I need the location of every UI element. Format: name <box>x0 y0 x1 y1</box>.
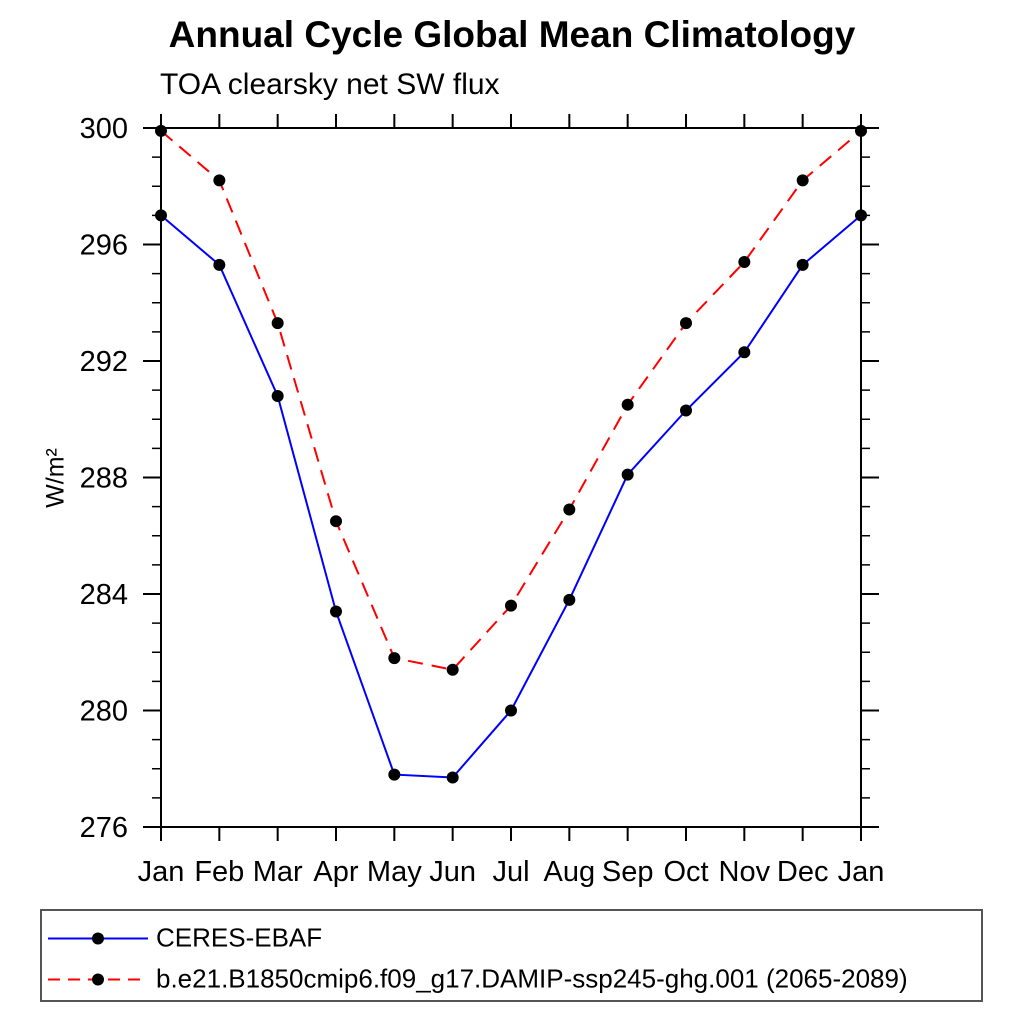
data-point <box>388 768 401 781</box>
x-tick-label: May <box>367 856 422 888</box>
data-point <box>446 663 459 676</box>
x-tick-label: Jan <box>138 856 185 888</box>
data-point <box>388 652 401 665</box>
legend-item-ceres-ebaf: CERES-EBAF <box>46 923 322 954</box>
data-point <box>271 317 284 330</box>
data-point <box>680 317 692 330</box>
data-point <box>505 599 517 612</box>
x-tick-label: Aug <box>544 856 596 888</box>
data-point <box>330 515 342 528</box>
series-markers-1 <box>155 124 867 676</box>
y-tick-label: 300 <box>80 113 128 145</box>
data-point <box>155 124 167 137</box>
data-point <box>271 389 284 402</box>
legend-swatch-dashed-line <box>48 973 148 985</box>
data-point <box>796 258 809 271</box>
x-tick-label: Mar <box>253 856 303 888</box>
y-tick-label: 292 <box>80 346 128 378</box>
x-tick-label: Sep <box>602 856 654 888</box>
x-tick-label: Dec <box>777 856 829 888</box>
series-markers-0 <box>155 209 867 784</box>
data-point <box>855 209 867 222</box>
plot-frame <box>160 127 862 828</box>
legend-label-ceres-ebaf: CERES-EBAF <box>156 922 323 953</box>
x-tick-label: Jul <box>492 856 529 888</box>
legend-item-model-run: b.e21.B1850cmip6.f09_g17.DAMIP-ssp245-gh… <box>46 964 908 995</box>
data-point <box>855 124 867 137</box>
legend-label-model-run: b.e21.B1850cmip6.f09_g17.DAMIP-ssp245-gh… <box>156 963 908 994</box>
data-point <box>213 174 226 187</box>
data-point <box>155 209 167 222</box>
legend-marker-dot <box>92 932 104 944</box>
data-point <box>621 468 634 481</box>
data-point <box>796 174 809 187</box>
axis-ticks <box>143 114 879 841</box>
data-point <box>563 503 576 516</box>
legend-marker-dot <box>92 973 104 985</box>
data-point <box>446 771 459 784</box>
data-point <box>738 255 751 268</box>
legend-swatch-solid-line <box>48 932 148 944</box>
series-line-1 <box>160 130 862 671</box>
data-point <box>738 346 751 359</box>
legend-box: CERES-EBAF b.e21.B1850cmip6.f09_g17.DAMI… <box>40 909 983 1002</box>
y-tick-label: 280 <box>80 696 128 728</box>
y-tick-label: 296 <box>80 230 128 262</box>
data-point <box>563 593 576 606</box>
x-tick-label: Feb <box>194 856 244 888</box>
x-tick-label: Jan <box>838 856 885 888</box>
y-tick-label: 288 <box>80 463 128 495</box>
y-tick-label: 284 <box>80 579 128 611</box>
y-tick-label: 276 <box>80 812 128 844</box>
x-tick-label: Nov <box>719 856 771 888</box>
chart-title: Annual Cycle Global Mean Climatology <box>168 14 856 55</box>
x-tick-label: Oct <box>663 856 708 888</box>
series-line-0 <box>160 214 862 779</box>
data-point <box>680 404 692 417</box>
x-tick-label: Apr <box>313 856 358 888</box>
data-point <box>330 605 342 618</box>
axis-labels: 276 280 284 288 292 296 300 Jan Feb Mar Apr May Jun J… <box>80 113 885 888</box>
data-point <box>505 704 517 717</box>
x-tick-label: Jun <box>429 856 476 888</box>
data-point <box>213 258 226 271</box>
data-point <box>621 398 634 411</box>
chart-subtitle: TOA clearsky net SW flux <box>160 68 500 101</box>
